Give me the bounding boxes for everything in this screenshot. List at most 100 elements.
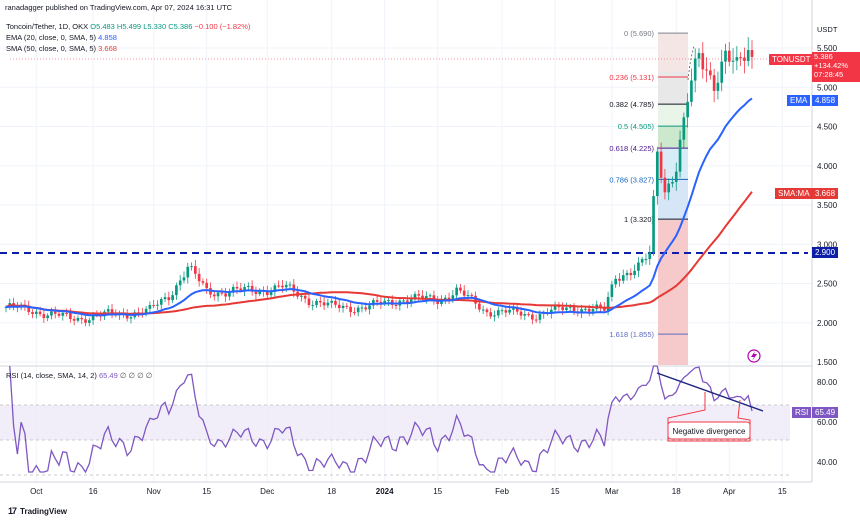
candle-body-179 [682, 117, 686, 140]
candle-body-22 [87, 320, 91, 323]
fib-band-2 [658, 105, 688, 126]
candle-body-75 [288, 284, 292, 286]
time-tick-10: Mar [605, 487, 619, 496]
candle-body-94 [360, 307, 364, 309]
ema-legend-value: 4.858 [98, 33, 117, 42]
candle-body-126 [481, 309, 485, 311]
candle-body-70 [269, 291, 273, 296]
fib-band-4 [658, 148, 688, 179]
candle-body-83 [318, 300, 322, 303]
price-axis[interactable]: 5.500 5.000 4.500 4.000 3.500 3.000 2.500 2.000… [817, 44, 838, 367]
candle-body-101 [387, 300, 390, 302]
candle-body-44 [171, 295, 174, 301]
candle-body-81 [311, 305, 315, 307]
candle-body-41 [159, 299, 163, 305]
time-axis[interactable]: Oct 16 Nov 15 Dec 18 2024 15 Feb 15 Mar 18 Apr 15 [30, 487, 787, 496]
symbol-tag: TONUSDT [769, 54, 814, 65]
fib-label-5: 0.786 (3.827) [609, 175, 654, 184]
price-tick-4: 3.500 [817, 201, 838, 210]
candle-body-53 [205, 282, 209, 289]
candle-body-86 [330, 300, 333, 303]
candle-body-116 [443, 297, 447, 300]
candle-body-150 [572, 306, 576, 312]
candle-body-169 [644, 259, 648, 261]
candle-body-111 [425, 295, 428, 299]
candle-body-128 [489, 312, 493, 317]
candle-body-120 [459, 287, 462, 291]
sma-line [5, 191, 753, 315]
fib-band-0 [658, 34, 688, 72]
candles [4, 37, 754, 327]
candle-body-180 [686, 101, 689, 118]
candle-body-186 [709, 70, 712, 76]
candle-body-190 [724, 50, 727, 62]
candle-body-176 [671, 181, 674, 184]
candle-body-194 [739, 57, 742, 59]
ema-legend-label[interactable]: EMA (20, close, 0, SMA, 5) [6, 33, 97, 42]
time-tick-0: Oct [30, 487, 43, 496]
candle-body-9 [38, 311, 42, 315]
divergence-callout-line [667, 392, 751, 442]
footer-brand[interactable]: 17 TradingView [8, 506, 67, 516]
candle-body-63 [243, 287, 246, 291]
candle-body-95 [364, 307, 368, 310]
header-line-1: Toncoin/Tether, 1D, OKX O5.483 H5.499 L5… [6, 22, 250, 32]
candle-body-119 [455, 287, 458, 296]
candle-body-141 [538, 314, 542, 320]
time-tick-4: Dec [260, 487, 274, 496]
rsi-legend-label[interactable]: RSI (14, close, SMA, 14, 2) [6, 371, 97, 380]
candle-body-196 [746, 50, 750, 61]
candle-body-144 [549, 309, 553, 314]
last-price-tag: 5.386 +134.42% 07:28:45 [812, 52, 860, 82]
candle-body-39 [152, 305, 156, 307]
pair-label[interactable]: Toncoin/Tether, 1D, OKX [6, 22, 89, 31]
candle-body-130 [496, 310, 500, 316]
candle-body-191 [727, 50, 731, 62]
candle-body-56 [216, 292, 220, 297]
rsi-tag-value: 65.49 [812, 407, 839, 418]
candle-body-49 [190, 266, 193, 268]
price-axis-unit: USDT [817, 25, 838, 34]
candle-body-76 [292, 284, 296, 292]
sma-tag-value: 3.668 [812, 188, 839, 199]
candle-body-137 [523, 314, 527, 316]
candle-body-172 [656, 151, 659, 197]
candle-body-134 [512, 307, 515, 310]
candle-body-140 [534, 319, 538, 321]
last-price-change: +134.42% [814, 61, 848, 70]
candle-body-118 [451, 295, 455, 300]
candle-body-0 [4, 307, 8, 309]
grid [0, 0, 812, 482]
candle-body-100 [383, 300, 387, 305]
candle-body-74 [284, 284, 288, 288]
candle-body-166 [633, 270, 636, 276]
rsi-axis[interactable]: 80.00 60.00 40.00 [817, 378, 838, 467]
sma-tag-label: SMA:MA [775, 188, 813, 199]
time-tick-7: 15 [433, 487, 442, 496]
fib-label-3: 0.5 (4.505) [618, 122, 655, 131]
candle-body-38 [148, 305, 152, 309]
candle-body-188 [716, 82, 720, 91]
candle-body-82 [315, 300, 318, 306]
brand-name: TradingView [20, 506, 67, 516]
candle-body-157 [599, 304, 602, 307]
rsi-tick-1: 60.00 [817, 418, 838, 427]
ohlc-values: O5.483 H5.499 L5.330 C5.386 [90, 22, 193, 31]
candle-body-93 [356, 307, 360, 313]
fib-band-1 [658, 72, 688, 105]
candle-body-61 [235, 286, 239, 289]
candle-body-161 [614, 278, 618, 285]
candle-body-13 [53, 311, 57, 314]
candle-body-45 [175, 285, 178, 296]
time-tick-13: 15 [778, 487, 787, 496]
lightning-icon[interactable] [747, 349, 761, 363]
fib-band-7 [658, 335, 688, 365]
candle-body-121 [462, 290, 466, 296]
candle-body-171 [652, 196, 655, 253]
candle-body-112 [428, 295, 432, 297]
time-tick-9: 15 [551, 487, 560, 496]
ema-line [5, 97, 753, 317]
candle-body-84 [322, 302, 326, 306]
sma-legend-label[interactable]: SMA (50, close, 0, SMA, 5) [6, 44, 97, 53]
